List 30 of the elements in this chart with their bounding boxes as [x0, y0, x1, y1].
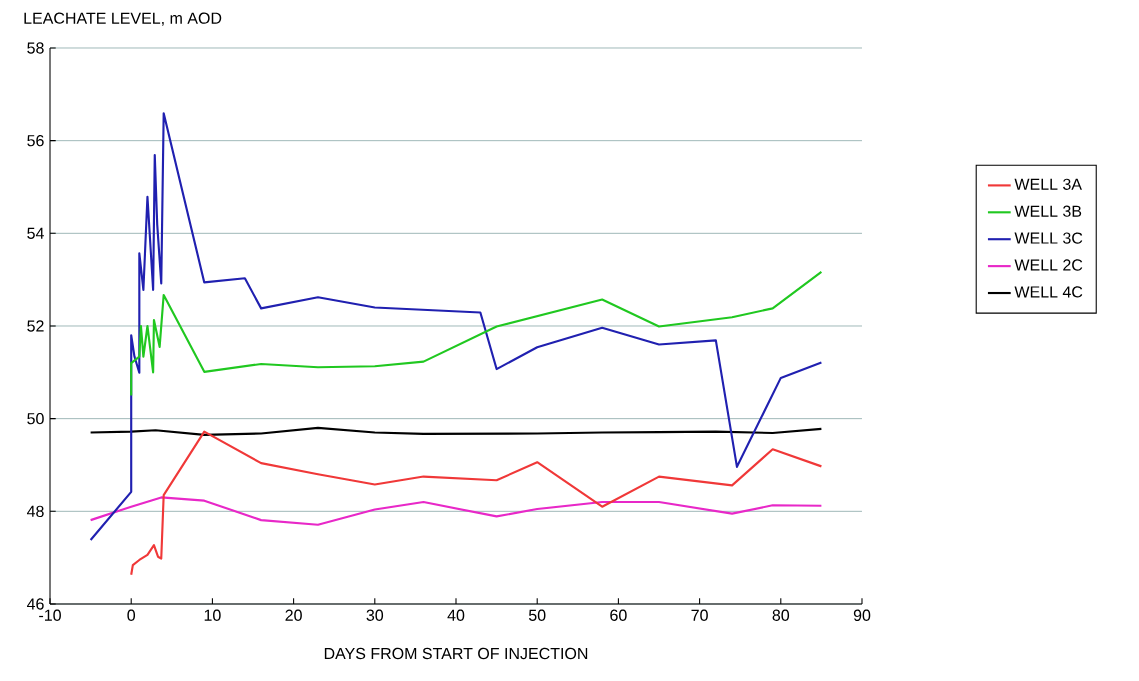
x-tick-label: 20 — [285, 609, 302, 621]
x-tick-label: 0 — [127, 609, 136, 621]
legend-label: WELL 4C — [1014, 286, 1083, 298]
x-tick-label: 90 — [853, 609, 871, 621]
x-axis-title: DAYS FROM START OF INJECTION — [324, 647, 588, 660]
x-tick-label: 50 — [528, 609, 546, 621]
x-tick-label: -10 — [39, 609, 61, 621]
line-series — [89, 112, 823, 542]
legend-label: WELL 3C — [1014, 232, 1083, 244]
legend-label: WELL 3B — [1014, 205, 1082, 217]
y-tick-label: 58 — [27, 42, 44, 54]
y-tick-label: 48 — [26, 505, 44, 517]
x-tick-label: 80 — [772, 609, 790, 621]
y-tick-label: 54 — [27, 227, 44, 239]
line-series — [89, 426, 823, 436]
line-series — [130, 430, 823, 576]
y-tick-label: 46 — [26, 598, 44, 610]
x-tick-label: 10 — [204, 609, 221, 621]
y-tick-label: 50 — [27, 412, 44, 425]
x-tick-label: 70 — [691, 609, 708, 621]
y-tick-label: 56 — [27, 135, 44, 147]
legend-label: WELL 2C — [1014, 259, 1083, 271]
y-axis-title: LEACHATE LEVEL, m AOD — [24, 12, 222, 26]
x-tick-label: 60 — [610, 609, 627, 621]
legend-label: WELL 3A — [1014, 178, 1082, 190]
x-tick-label: 30 — [366, 609, 384, 621]
x-tick-label: 40 — [447, 609, 465, 621]
line-series — [130, 270, 823, 397]
line-series — [89, 496, 823, 526]
y-tick-label: 52 — [27, 320, 44, 332]
